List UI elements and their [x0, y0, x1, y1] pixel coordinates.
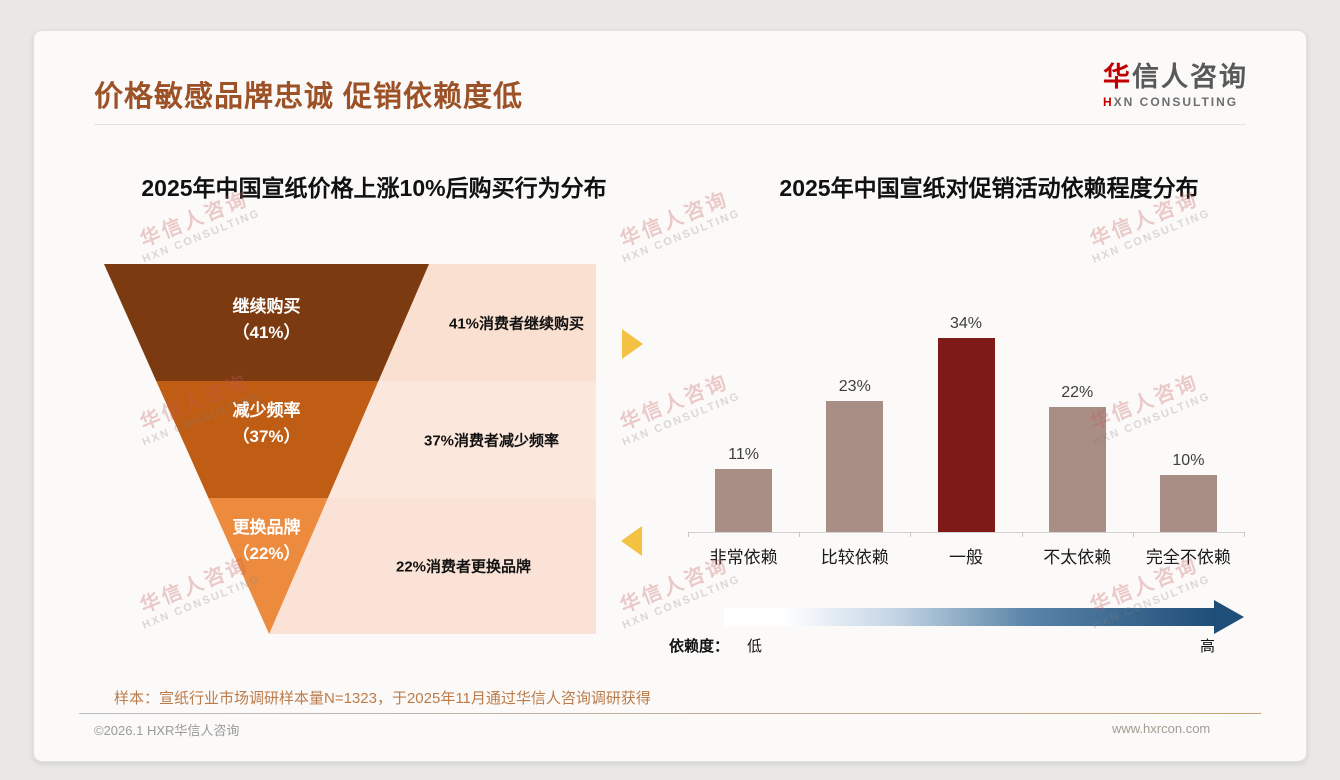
axis-tick-5 — [1244, 532, 1245, 537]
logo-en-gray-chars: XN CONSULTING — [1113, 95, 1239, 109]
watermark-english-text: HXN CONSULTING — [1090, 207, 1213, 266]
axis-tick-1 — [799, 532, 800, 537]
funnel-stage-value-0: （41%） — [232, 323, 301, 343]
dependence-gradient-bar — [724, 608, 1214, 626]
bar-slot-1: 23% — [799, 292, 910, 532]
bar-chart-plot: 11% 23% 34% 22% 10% — [688, 292, 1244, 532]
bar-value-label-1: 23% — [838, 378, 871, 395]
bar-category-label-0: 非常依赖 — [709, 548, 778, 567]
sample-note: 样本：宣纸行业市场调研样本量N=1323，于2025年11月通过华信人咨询调研获… — [114, 690, 651, 707]
funnel-annotation-2: 22%消费者更换品牌 — [396, 558, 532, 576]
logo-gray-chars: 信人咨询 — [1132, 62, 1248, 92]
bar-2 — [937, 338, 995, 532]
website-text: www.hxrcon.com — [1112, 721, 1211, 736]
page-title: 价格敏感品牌忠诚 促销依赖度低 — [94, 81, 524, 113]
watermark-english-text: HXN CONSULTING — [140, 573, 263, 632]
copyright-text: ©2026.1 HXR华信人咨询 — [94, 723, 240, 738]
bar-category-label-1: 比较依赖 — [820, 548, 889, 567]
logo-chinese-text: 华信人咨询 — [1103, 55, 1248, 94]
axis-tick-0 — [688, 532, 689, 537]
bar-1 — [826, 401, 884, 532]
funnel-stage-value-2: （22%） — [232, 544, 301, 564]
funnel-stage-label-2: 更换品牌 — [232, 518, 301, 537]
bar-value-label-2: 34% — [949, 315, 983, 332]
footer-divider — [79, 713, 1261, 714]
logo-en-red-char: H — [1103, 95, 1114, 109]
watermark-english-text: HXN CONSULTING — [620, 207, 743, 266]
axis-tick-4 — [1133, 532, 1134, 537]
funnel-stage-label-0: 继续购买 — [232, 297, 301, 316]
funnel-stage-value-1: （37%） — [232, 427, 301, 447]
dependence-high-label: 高 — [1200, 638, 1216, 655]
connector-arrow-left-icon — [621, 526, 642, 556]
bar-slot-4: 10% — [1133, 292, 1244, 532]
bar-value-label-0: 11% — [728, 446, 760, 463]
watermark-english-text: HXN CONSULTING — [140, 207, 263, 266]
funnel-annotation-0: 41%消费者继续购买 — [449, 315, 585, 332]
dependence-axis-label: 依赖度： — [669, 638, 730, 655]
logo-english-text: HXN CONSULTING — [1103, 95, 1248, 109]
bar-value-label-4: 10% — [1172, 452, 1205, 469]
slide-card: 价格敏感品牌忠诚 促销依赖度低 华信人咨询 HXN CONSULTING 202… — [33, 30, 1307, 762]
bar-value-label-3: 22% — [1061, 384, 1094, 401]
axis-tick-3 — [1022, 532, 1023, 537]
bar-category-label-2: 一般 — [949, 548, 983, 567]
bar-slot-0: 11% — [688, 292, 799, 532]
bar-chart-axis — [688, 532, 1244, 533]
funnel-stage-label-1: 减少频率 — [232, 401, 301, 420]
panel-band-2: 22%消费者更换品牌 — [269, 498, 596, 634]
bar-0 — [715, 469, 773, 532]
bar-slot-3: 22% — [1022, 292, 1133, 532]
company-logo: 华信人咨询 HXN CONSULTING — [1103, 55, 1248, 109]
bar-category-label-4: 完全不依赖 — [1145, 548, 1231, 567]
funnel-annotation-1: 37%消费者减少频率 — [424, 432, 560, 449]
title-divider — [94, 124, 1246, 125]
bar-chart-title: 2025年中国宣纸对促销活动依赖程度分布 — [779, 175, 1199, 201]
bar-4 — [1159, 475, 1217, 532]
bar-3 — [1048, 407, 1106, 532]
bar-chart-categories: 非常依赖 比较依赖 一般 不太依赖 完全不依赖 — [688, 543, 1244, 568]
dependence-low-label: 低 — [747, 638, 763, 655]
logo-red-char: 华 — [1103, 62, 1132, 92]
funnel-chart-title: 2025年中国宣纸价格上涨10%后购买行为分布 — [141, 175, 607, 201]
axis-tick-2 — [910, 532, 911, 537]
dependence-gradient-arrowhead-icon — [1214, 600, 1244, 634]
connector-arrow-right-icon — [622, 329, 643, 359]
funnel-band-0: 继续购买 （41%） — [104, 264, 429, 381]
bar-category-label-3: 不太依赖 — [1043, 548, 1112, 567]
bar-slot-2: 34% — [910, 292, 1021, 532]
